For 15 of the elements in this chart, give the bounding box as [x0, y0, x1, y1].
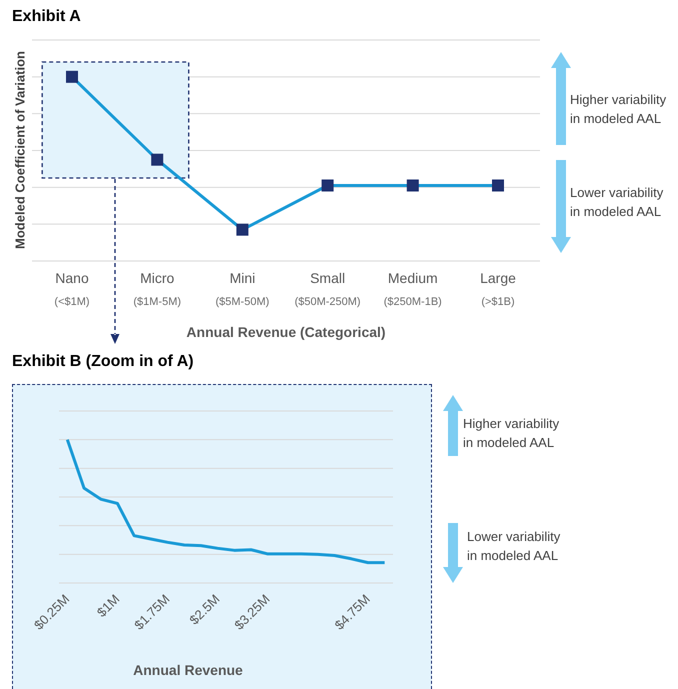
text: Higher variability in modeled AAL	[570, 91, 666, 128]
chart-title: Exhibit A	[12, 8, 81, 26]
x-axis-title: Annual Revenue	[133, 662, 244, 678]
text: Lower variability in modeled AAL	[467, 528, 560, 565]
x-tick-label: Micro ($1M-5M)	[133, 270, 182, 308]
x-tick-label: Small ($50M-250M)	[294, 270, 361, 308]
x-tick-label: Medium ($250M-1B)	[384, 270, 442, 308]
x-tick-label: Nano (<$1M)	[54, 270, 90, 308]
x-axis-title: Annual Revenue (Categorical)	[186, 324, 386, 340]
text: Higher variability in modeled AAL	[463, 415, 560, 452]
text: Lower variability in modeled AAL	[570, 184, 664, 221]
x-tick-label: Mini ($5M-50M)	[216, 270, 270, 308]
chart-title: Exhibit B (Zoom in of A)	[12, 353, 194, 371]
x-tick-label: Large (>$1B)	[480, 270, 516, 308]
y-axis-title: Modeled Coefficient of Variation	[12, 51, 28, 249]
